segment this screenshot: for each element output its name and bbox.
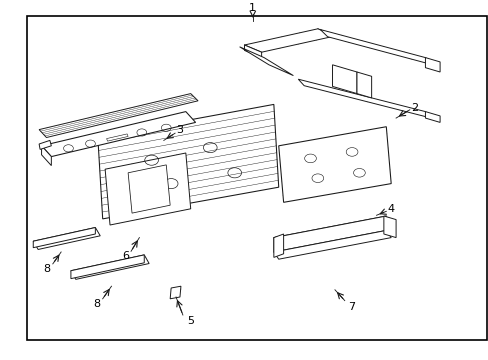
Polygon shape — [298, 79, 430, 118]
Polygon shape — [170, 286, 181, 299]
Polygon shape — [71, 255, 144, 279]
Polygon shape — [105, 153, 190, 225]
Text: 4: 4 — [387, 204, 394, 214]
Polygon shape — [273, 216, 390, 248]
Polygon shape — [356, 72, 371, 98]
Polygon shape — [278, 127, 390, 202]
Polygon shape — [244, 29, 334, 52]
Text: 5: 5 — [187, 316, 194, 326]
Text: 1: 1 — [249, 3, 256, 13]
Polygon shape — [320, 30, 432, 65]
Polygon shape — [273, 234, 283, 257]
Polygon shape — [39, 140, 51, 149]
Polygon shape — [425, 112, 439, 122]
Polygon shape — [33, 228, 95, 248]
Polygon shape — [33, 228, 100, 249]
Polygon shape — [332, 65, 356, 94]
Text: 6: 6 — [122, 251, 129, 261]
Polygon shape — [383, 216, 395, 238]
Text: 8: 8 — [93, 299, 100, 309]
Polygon shape — [128, 165, 170, 213]
Polygon shape — [98, 104, 278, 219]
Polygon shape — [39, 94, 198, 138]
Polygon shape — [71, 255, 149, 279]
Text: 3: 3 — [176, 125, 183, 135]
Polygon shape — [244, 45, 261, 58]
Polygon shape — [239, 47, 293, 76]
Polygon shape — [273, 216, 386, 252]
Polygon shape — [41, 112, 195, 157]
Polygon shape — [425, 58, 439, 72]
Polygon shape — [41, 146, 51, 166]
Polygon shape — [273, 230, 390, 259]
Text: 2: 2 — [410, 103, 417, 113]
Text: 7: 7 — [348, 302, 355, 312]
Text: 8: 8 — [43, 264, 50, 274]
